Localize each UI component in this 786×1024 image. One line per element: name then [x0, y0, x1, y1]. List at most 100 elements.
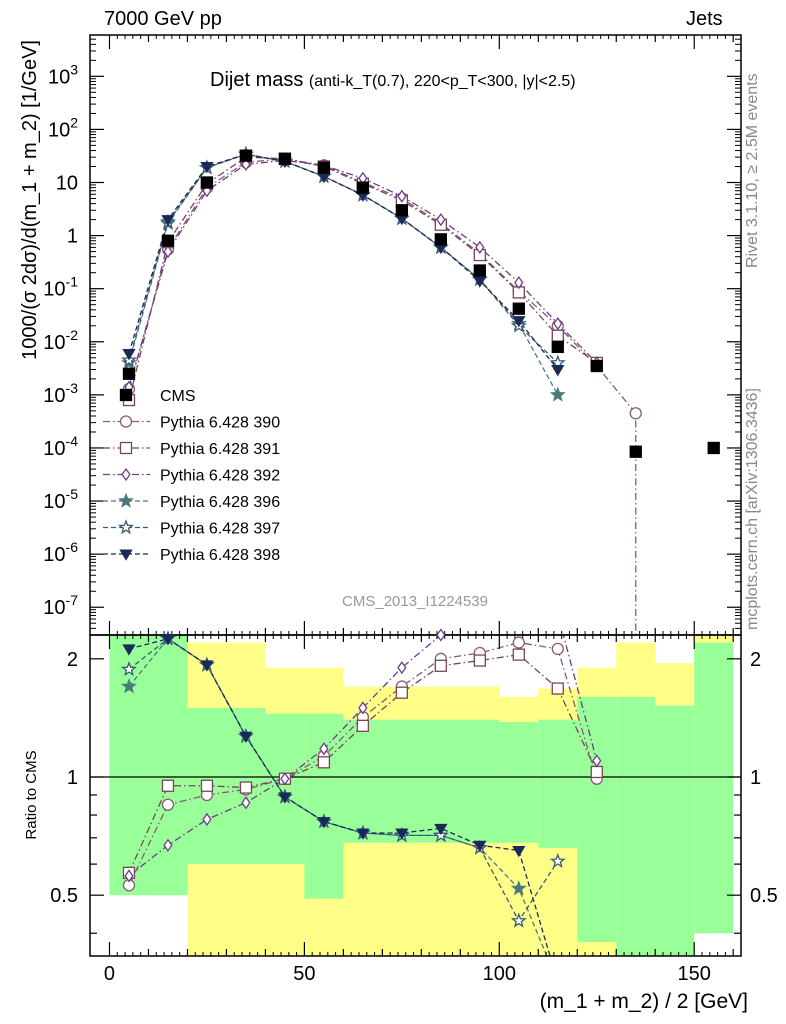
series-3-point: [475, 240, 485, 255]
series-3-ratio-point: [358, 701, 368, 715]
series-1-ratio-point: [551, 642, 564, 656]
ratio-tick-label-left: 0.5: [50, 885, 78, 907]
series-6-point: [473, 276, 487, 288]
legend-marker: [119, 388, 133, 402]
y-tick-label: 10: [56, 172, 78, 194]
series-6-point: [122, 349, 136, 361]
cms-data-point: [629, 445, 642, 458]
ratio-band-inner: [616, 696, 656, 956]
series-5-ratio-point: [549, 852, 566, 868]
header-left: 7000 GeV pp: [104, 8, 222, 30]
x-axis-label: (m_1 + m_2) / 2 [GeV]: [540, 990, 748, 1013]
series-3-point: [553, 316, 563, 331]
ratio-tick-label-left: 1: [67, 767, 78, 789]
ratio-band-inner: [499, 722, 539, 843]
analysis-watermark: CMS_2013_I1224539: [342, 593, 488, 610]
series-6-ratio-point: [395, 828, 409, 840]
series-6-point: [512, 316, 526, 328]
series-2-ratio-point: [161, 779, 175, 792]
cms-data-point: [473, 264, 486, 277]
cms-data-point: [395, 204, 409, 217]
y-tick-label: 10-4: [43, 433, 78, 460]
legend-label: Pythia 6.428 391: [160, 441, 280, 458]
y-tick-label: 10-2: [43, 327, 78, 354]
series-2-ratio-point: [512, 648, 525, 661]
series-6-ratio-point: [161, 634, 175, 646]
series-2-ratio-point: [551, 682, 564, 695]
series-2-ratio-point: [200, 779, 214, 792]
series-2-ratio-point: [590, 765, 603, 779]
legend-label: CMS: [160, 388, 196, 405]
cms-data-point: [356, 181, 370, 194]
series-2-ratio-point: [473, 654, 486, 667]
cms-data-point: [707, 441, 720, 455]
y-tick-label: 10-3: [43, 380, 78, 407]
y-tick-label: 1: [67, 226, 78, 248]
legend-label: Pythia 6.428 396: [160, 494, 280, 511]
y-tick-label: 10-7: [43, 592, 78, 619]
series-6-ratio-point: [122, 644, 136, 656]
series-2-ratio-point: [434, 659, 447, 672]
y-tick-label: 10-6: [43, 539, 78, 566]
series-3-ratio-point: [319, 742, 329, 756]
series-3-point: [397, 189, 407, 203]
series-5-ratio-point: [510, 912, 527, 928]
y-tick-label: 103: [48, 61, 78, 88]
y-axis-label: 1000/(σ 2dσ)/d(m_1 + m_2) [1/GeV]: [19, 40, 41, 360]
chart-title: Dijet mass (anti-k_T(0.7), 220<p_T<300, …: [210, 69, 576, 91]
series-2-ratio-point: [239, 781, 253, 794]
series-6-ratio-point: [239, 731, 253, 744]
series-6-ratio-point: [200, 660, 214, 672]
cms-data-point: [590, 359, 603, 373]
series-3-ratio-point: [397, 660, 407, 675]
series-3-ratio-point: [241, 796, 251, 810]
x-tick-label: 150: [678, 963, 711, 985]
ratio-band-inner: [538, 719, 578, 848]
cms-data-point: [122, 367, 136, 380]
series-3-point: [514, 276, 524, 290]
series-6-ratio-point: [473, 840, 487, 853]
series-1-ratio-point: [161, 798, 175, 811]
series-6-ratio-point: [434, 823, 448, 836]
legend-marker: [121, 467, 131, 482]
cms-data-point: [551, 340, 564, 354]
x-tick-label: 100: [483, 963, 516, 985]
legend-marker: [118, 519, 134, 535]
x-tick-label: 50: [293, 963, 315, 985]
cms-data-point: [278, 152, 292, 165]
cms-data-point: [161, 234, 175, 247]
ratio-tick-label-right: 0.5: [750, 885, 778, 907]
cms-data-point: [200, 176, 214, 189]
cms-data-point: [512, 302, 525, 315]
series-2-ratio-point: [356, 719, 370, 732]
y-tick-label: 10-1: [43, 274, 78, 301]
series-4-ratio-point: [510, 880, 527, 896]
x-tick-label: 0: [104, 963, 115, 985]
series-3-point: [163, 244, 173, 259]
legend-label: Pythia 6.428 398: [160, 547, 280, 564]
cms-data-point: [434, 233, 447, 246]
series-6-point: [200, 162, 214, 174]
series-2-ratio-point: [395, 686, 409, 699]
y-tick-label: 10-5: [43, 486, 78, 513]
ratio-band-inner: [304, 713, 344, 899]
ratio-band-inner: [577, 696, 617, 942]
series-6-line: [128, 153, 559, 370]
series-3-point: [436, 212, 446, 227]
ratio-band-inner: [343, 719, 500, 843]
cms-data-point: [317, 161, 331, 174]
series-6-ratio-point: [356, 828, 370, 840]
legend-label: Pythia 6.428 390: [160, 415, 280, 432]
legend-marker: [119, 441, 133, 455]
main-plot-frame: [89, 34, 742, 636]
series-6-ratio-point: [278, 792, 292, 804]
ratio-tick-label-left: 2: [67, 649, 78, 671]
ratio-tick-label-right: 1: [750, 767, 761, 789]
ratio-axis-label: Ratio to CMS: [23, 750, 40, 839]
legend-marker: [119, 549, 133, 561]
cms-data-point: [239, 149, 253, 162]
series-6-ratio-line: [128, 638, 551, 956]
ratio-band-inner: [109, 635, 188, 896]
series-6-point: [161, 215, 175, 227]
